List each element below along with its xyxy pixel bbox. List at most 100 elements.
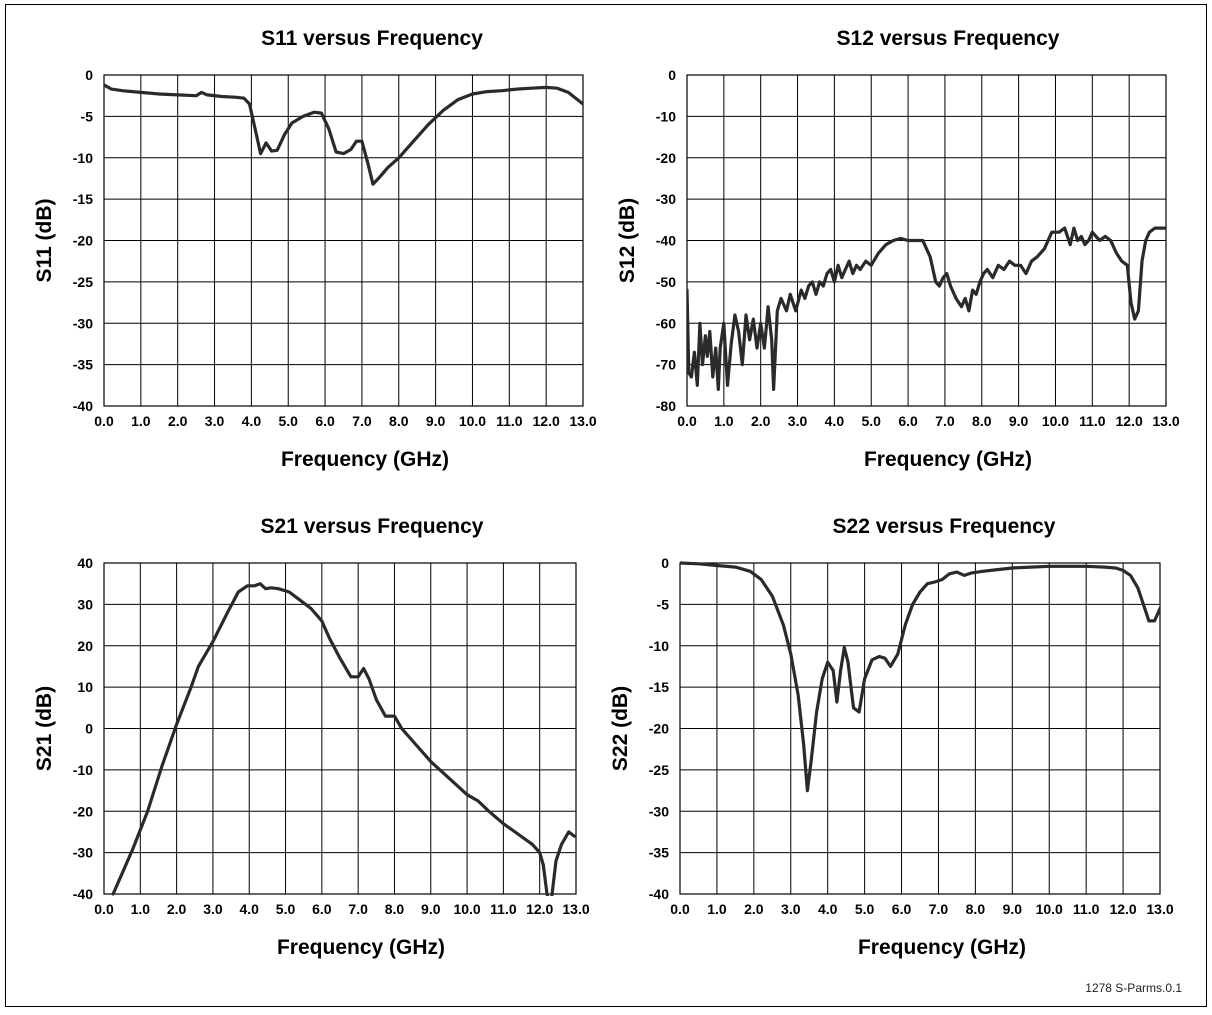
chart-title: S12 versus Frequency (837, 27, 1060, 50)
x-tick-label: 13.0 (1152, 413, 1179, 429)
x-tick-label: 1.0 (131, 413, 151, 429)
x-tick-label: 11.0 (496, 413, 523, 429)
figure-id-footnote: 1278 S-Parms.0.1 (1085, 981, 1182, 995)
y-axis-title: S12 (dB) (616, 198, 639, 283)
chart-3: S21 versus Frequency 0.0 1.0 2.0 3.0 4.0 5.0 6.… (33, 515, 590, 959)
x-tick-label: 10.0 (459, 413, 486, 429)
figure-frame (5, 4, 1207, 1007)
x-tick-label: 5.0 (276, 901, 296, 917)
y-tick-label: -30 (73, 845, 93, 861)
y-tick-label: -20 (73, 803, 93, 819)
x-tick-label: 5.0 (278, 413, 298, 429)
y-tick-label: -20 (73, 233, 93, 249)
x-tick-label: 8.0 (972, 413, 992, 429)
x-tick-label: 8.0 (966, 901, 986, 917)
y-tick-label: -30 (656, 191, 676, 207)
x-tick-label: 7.0 (935, 413, 955, 429)
x-tick-label: 9.0 (421, 901, 441, 917)
series-line (680, 561, 1160, 793)
x-tick-label: 1.0 (707, 901, 727, 917)
y-tick-label: 20 (77, 638, 93, 654)
y-tick-label: -35 (649, 845, 669, 861)
y-tick-label: 30 (77, 596, 93, 612)
y-tick-label: -10 (73, 762, 93, 778)
y-tick-label: 40 (77, 555, 93, 571)
y-tick-label: -10 (656, 108, 676, 124)
plot-area-border (686, 74, 1167, 407)
x-tick-label: 12.0 (526, 901, 553, 917)
chart-2: S12 versus Frequency 0.0 1.0 2.0 3.0 4.0 5.0 6.… (616, 27, 1180, 471)
x-tick-label: 0.0 (670, 901, 690, 917)
x-tick-label: 1.0 (714, 413, 734, 429)
x-tick-label: 13.0 (562, 901, 589, 917)
plot-area-border (679, 562, 1161, 895)
y-tick-label: -10 (649, 638, 669, 654)
y-tick-label: -25 (649, 762, 669, 778)
x-tick-label: 7.0 (352, 413, 372, 429)
x-tick-label: 10.0 (1042, 413, 1069, 429)
x-tick-label: 7.0 (348, 901, 368, 917)
x-tick-label: 12.0 (1116, 413, 1143, 429)
chart-title: S22 versus Frequency (833, 515, 1056, 538)
x-tick-label: 9.0 (426, 413, 446, 429)
x-tick-label: 12.0 (1109, 901, 1136, 917)
y-tick-label: 0 (661, 555, 669, 571)
x-tick-label: 11.0 (490, 901, 517, 917)
y-tick-label: 10 (77, 679, 93, 695)
y-tick-label: 0 (85, 67, 93, 83)
x-tick-label: 4.0 (242, 413, 262, 429)
x-tick-label: 1.0 (131, 901, 151, 917)
x-tick-label: 2.0 (744, 901, 764, 917)
x-tick-label: 7.0 (929, 901, 949, 917)
x-axis-title: Frequency (GHz) (281, 448, 449, 471)
x-tick-label: 13.0 (1146, 901, 1173, 917)
plot-area-border (103, 562, 577, 895)
x-tick-label: 11.0 (1073, 901, 1100, 917)
series-line (111, 582, 576, 896)
y-tick-label: -5 (81, 108, 94, 124)
x-tick-label: 9.0 (1003, 901, 1023, 917)
y-tick-label: -20 (649, 721, 669, 737)
x-tick-label: 10.0 (453, 901, 480, 917)
y-tick-label: -40 (73, 398, 93, 414)
plot-area-border (103, 74, 584, 407)
y-tick-label: -40 (656, 233, 676, 249)
x-tick-label: 10.0 (1036, 901, 1063, 917)
x-tick-label: 11.0 (1079, 413, 1106, 429)
x-tick-label: 5.0 (861, 413, 881, 429)
series-line (687, 226, 1166, 391)
y-tick-label: -30 (73, 315, 93, 331)
y-tick-label: 0 (85, 721, 93, 737)
x-tick-label: 8.0 (385, 901, 405, 917)
y-tick-label: -20 (656, 150, 676, 166)
x-tick-label: 6.0 (312, 901, 332, 917)
x-tick-label: 5.0 (855, 901, 875, 917)
x-tick-label: 12.0 (533, 413, 560, 429)
y-tick-label: 0 (668, 67, 676, 83)
x-tick-label: 2.0 (168, 413, 188, 429)
y-tick-label: -50 (656, 274, 676, 290)
x-tick-label: 3.0 (205, 413, 225, 429)
x-tick-label: 3.0 (203, 901, 223, 917)
x-tick-label: 3.0 (781, 901, 801, 917)
y-tick-label: -5 (657, 596, 670, 612)
y-tick-label: -35 (73, 357, 93, 373)
x-tick-label: 8.0 (389, 413, 409, 429)
y-axis-title: S22 (dB) (609, 686, 632, 771)
x-tick-label: 4.0 (818, 901, 838, 917)
x-tick-label: 9.0 (1009, 413, 1029, 429)
x-tick-label: 4.0 (239, 901, 259, 917)
x-tick-label: 6.0 (892, 901, 912, 917)
y-axis-title: S11 (dB) (33, 198, 56, 282)
x-tick-label: 4.0 (825, 413, 845, 429)
x-tick-label: 0.0 (94, 901, 114, 917)
y-tick-label: -80 (656, 398, 676, 414)
x-tick-label: 6.0 (315, 413, 335, 429)
y-tick-label: -60 (656, 315, 676, 331)
x-tick-label: 13.0 (569, 413, 596, 429)
x-tick-label: 2.0 (751, 413, 771, 429)
chart-title: S21 versus Frequency (261, 515, 484, 538)
y-tick-label: -70 (656, 357, 676, 373)
y-tick-label: -40 (73, 886, 93, 902)
